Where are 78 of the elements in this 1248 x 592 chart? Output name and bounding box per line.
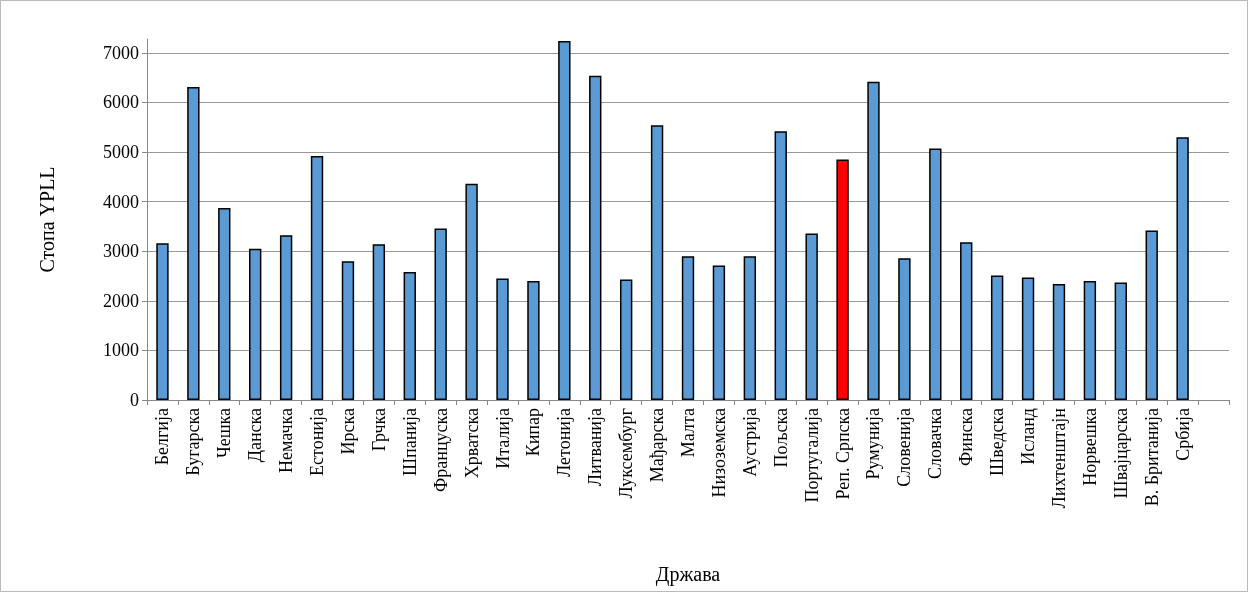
bar bbox=[1114, 282, 1127, 400]
bar bbox=[805, 233, 818, 400]
x-tick-label: Малта bbox=[678, 408, 698, 458]
bar bbox=[1021, 277, 1035, 400]
y-tick-label: 1000 bbox=[103, 340, 139, 361]
x-tick-label: Мађарска bbox=[647, 408, 668, 483]
x-tick-label: Француска bbox=[430, 408, 451, 492]
bar bbox=[990, 275, 1004, 400]
bar bbox=[1145, 230, 1158, 400]
x-tick-label: Норвешка bbox=[1079, 408, 1100, 486]
x-tick-label: Финска bbox=[956, 407, 977, 466]
x-tick-label: Србија bbox=[1172, 408, 1193, 461]
x-tick-label: Шведска bbox=[987, 408, 1008, 476]
x-tick-label: Швајцарска bbox=[1110, 407, 1131, 499]
y-axis-title: Стопа YPLL bbox=[36, 166, 58, 273]
bar bbox=[619, 279, 633, 400]
x-tick-label: Бугарска bbox=[183, 408, 204, 476]
x-tick-label: Румунија bbox=[863, 407, 884, 480]
x-tick-label: Белгија bbox=[152, 408, 173, 466]
x-tick-label: Чешка bbox=[214, 408, 235, 459]
x-tick-label: В. Британија bbox=[1141, 408, 1162, 507]
bar bbox=[1052, 283, 1066, 400]
y-tick-label: 7000 bbox=[103, 42, 139, 63]
x-tick-label: Исланд bbox=[1018, 408, 1039, 465]
x-tick-label: Словачка bbox=[925, 408, 946, 480]
bar bbox=[372, 244, 386, 400]
y-tick-label: 3000 bbox=[103, 241, 139, 262]
x-tick-label: Словенија bbox=[894, 408, 915, 487]
y-tick-label: 6000 bbox=[103, 92, 139, 113]
bar bbox=[403, 272, 416, 400]
x-tick-label: Кипар bbox=[523, 408, 544, 457]
bar bbox=[249, 248, 262, 400]
x-tick-label: Хрватска bbox=[461, 408, 482, 479]
bar bbox=[898, 258, 911, 400]
bar bbox=[1176, 137, 1189, 400]
bar bbox=[774, 131, 787, 400]
x-tick-label: Данска bbox=[245, 408, 266, 463]
x-tick-label: Низоземска bbox=[708, 407, 729, 498]
bar bbox=[929, 148, 942, 400]
x-tick-label: Литванија bbox=[585, 407, 606, 487]
bar bbox=[650, 125, 664, 400]
x-tick-label: Реп. Српска bbox=[832, 408, 853, 500]
y-tick-label: 5000 bbox=[103, 142, 139, 163]
bar bbox=[836, 159, 849, 400]
bar bbox=[465, 183, 478, 400]
x-tick-label: Пољска bbox=[770, 408, 791, 468]
x-tick-label: Аустрија bbox=[739, 408, 760, 477]
bar bbox=[1083, 280, 1097, 400]
bar bbox=[310, 156, 324, 400]
bar bbox=[527, 280, 540, 400]
y-tick-label: 4000 bbox=[103, 191, 139, 212]
bar bbox=[187, 87, 200, 400]
bar bbox=[341, 261, 355, 400]
bar bbox=[960, 242, 973, 400]
x-tick-label: Летонија bbox=[554, 408, 575, 477]
x-axis-title: Држава bbox=[655, 563, 721, 586]
bar bbox=[712, 265, 726, 400]
bar bbox=[589, 75, 602, 400]
bar bbox=[279, 235, 293, 400]
x-tick-label: Луксембург bbox=[616, 408, 637, 499]
x-tick-label: Естонија bbox=[307, 408, 328, 476]
x-tick-label: Грчка bbox=[368, 407, 389, 452]
bar bbox=[743, 256, 757, 400]
x-tick-label: Португалија bbox=[801, 407, 822, 503]
y-tick-label: 0 bbox=[130, 390, 139, 410]
bar bbox=[496, 278, 509, 400]
x-tick-label: Шпанија bbox=[399, 408, 420, 477]
bar bbox=[156, 243, 169, 400]
bar bbox=[867, 81, 880, 400]
x-tick-label: Лихтенштајн bbox=[1048, 407, 1069, 509]
bar bbox=[434, 228, 447, 400]
bar bbox=[681, 256, 695, 400]
x-tick-label: Ирска bbox=[337, 407, 358, 455]
y-tick-label: 2000 bbox=[103, 290, 139, 311]
bar bbox=[218, 208, 231, 400]
bar bbox=[558, 40, 571, 400]
x-tick-label: Немачка bbox=[276, 408, 297, 474]
x-tick-label: Италија bbox=[492, 408, 513, 469]
